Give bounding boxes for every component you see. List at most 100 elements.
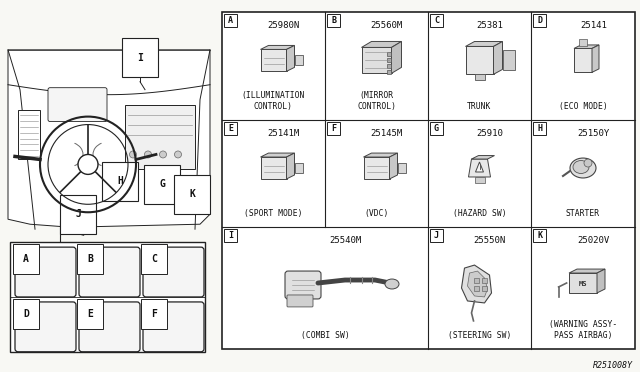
FancyBboxPatch shape <box>143 247 204 297</box>
Circle shape <box>129 151 136 158</box>
Circle shape <box>78 154 98 174</box>
Text: H: H <box>537 124 542 132</box>
Text: 25150Y: 25150Y <box>577 129 609 138</box>
Polygon shape <box>465 42 502 46</box>
FancyBboxPatch shape <box>285 271 321 299</box>
FancyBboxPatch shape <box>143 302 204 352</box>
Polygon shape <box>467 271 488 297</box>
Text: (SPORT MODE): (SPORT MODE) <box>244 209 303 218</box>
Bar <box>224 122 237 135</box>
Polygon shape <box>390 153 397 179</box>
Text: 25141: 25141 <box>580 21 607 30</box>
Bar <box>574 48 592 72</box>
Bar <box>474 278 479 283</box>
Bar <box>533 229 546 242</box>
Text: H: H <box>117 176 123 186</box>
Bar <box>224 14 237 27</box>
Text: TRUNK: TRUNK <box>467 102 492 110</box>
Text: (COMBI SW): (COMBI SW) <box>301 331 349 340</box>
Text: (MIRROR
CONTROL): (MIRROR CONTROL) <box>357 91 396 110</box>
Text: D: D <box>23 309 29 319</box>
Bar <box>387 70 390 74</box>
Bar <box>387 52 390 57</box>
Text: 25560M: 25560M <box>371 21 403 30</box>
Bar <box>474 74 484 80</box>
Text: 25550N: 25550N <box>474 236 506 245</box>
FancyBboxPatch shape <box>287 295 313 307</box>
Polygon shape <box>493 42 502 74</box>
Polygon shape <box>260 45 294 49</box>
Text: 25141M: 25141M <box>268 129 300 138</box>
Circle shape <box>159 151 166 158</box>
Text: 25381: 25381 <box>476 21 503 30</box>
Bar <box>10 242 205 352</box>
Text: (STEERING SW): (STEERING SW) <box>448 331 511 340</box>
FancyBboxPatch shape <box>48 88 107 122</box>
Text: F: F <box>331 124 336 132</box>
Ellipse shape <box>570 158 596 178</box>
Text: F: F <box>151 309 157 319</box>
Bar <box>430 122 443 135</box>
Text: E: E <box>228 124 233 132</box>
Text: 25540M: 25540M <box>330 236 362 245</box>
Ellipse shape <box>573 161 589 173</box>
Bar <box>465 46 493 74</box>
Text: (HAZARD SW): (HAZARD SW) <box>452 209 506 218</box>
Bar <box>397 163 406 173</box>
FancyBboxPatch shape <box>15 302 76 352</box>
Polygon shape <box>476 162 483 172</box>
Bar <box>387 58 390 62</box>
Polygon shape <box>392 41 401 73</box>
Bar <box>481 278 486 283</box>
Bar <box>533 122 546 135</box>
Polygon shape <box>569 269 605 273</box>
Bar <box>224 229 237 242</box>
Text: E: E <box>87 309 93 319</box>
Polygon shape <box>468 159 490 177</box>
Text: R251008Y: R251008Y <box>593 361 633 370</box>
Text: A: A <box>228 16 233 25</box>
Bar <box>222 12 635 349</box>
Text: J: J <box>75 209 81 219</box>
Polygon shape <box>461 265 492 303</box>
Text: 25910: 25910 <box>476 129 503 138</box>
Text: C: C <box>151 254 157 264</box>
Text: 25020V: 25020V <box>577 236 609 245</box>
Bar <box>260 49 287 71</box>
Circle shape <box>175 151 182 158</box>
Text: K: K <box>537 231 542 240</box>
Polygon shape <box>260 153 294 157</box>
Text: STARTER: STARTER <box>566 209 600 218</box>
Polygon shape <box>287 45 294 71</box>
Bar <box>18 110 40 160</box>
Bar <box>533 14 546 27</box>
Bar <box>387 64 390 68</box>
Text: C: C <box>434 16 439 25</box>
Polygon shape <box>362 41 401 48</box>
Circle shape <box>145 151 152 158</box>
Text: 25980N: 25980N <box>268 21 300 30</box>
Bar <box>260 157 287 179</box>
Bar <box>430 14 443 27</box>
Text: B: B <box>87 254 93 264</box>
Bar <box>502 51 515 70</box>
Bar <box>430 229 443 242</box>
Bar <box>579 39 587 46</box>
Bar <box>474 177 484 183</box>
Bar <box>364 157 390 179</box>
Polygon shape <box>287 153 294 179</box>
Polygon shape <box>592 45 599 72</box>
Bar <box>327 14 340 27</box>
Text: D: D <box>537 16 542 25</box>
Text: G: G <box>159 179 165 189</box>
Text: I: I <box>228 231 233 240</box>
Text: (WARNING ASSY-
PASS AIRBAG): (WARNING ASSY- PASS AIRBAG) <box>549 320 617 340</box>
Text: G: G <box>434 124 439 132</box>
FancyBboxPatch shape <box>79 302 140 352</box>
Polygon shape <box>574 45 599 48</box>
Circle shape <box>584 159 592 167</box>
Text: I: I <box>137 53 143 63</box>
Polygon shape <box>364 153 397 157</box>
Text: MS: MS <box>579 281 588 287</box>
Text: A: A <box>23 254 29 264</box>
